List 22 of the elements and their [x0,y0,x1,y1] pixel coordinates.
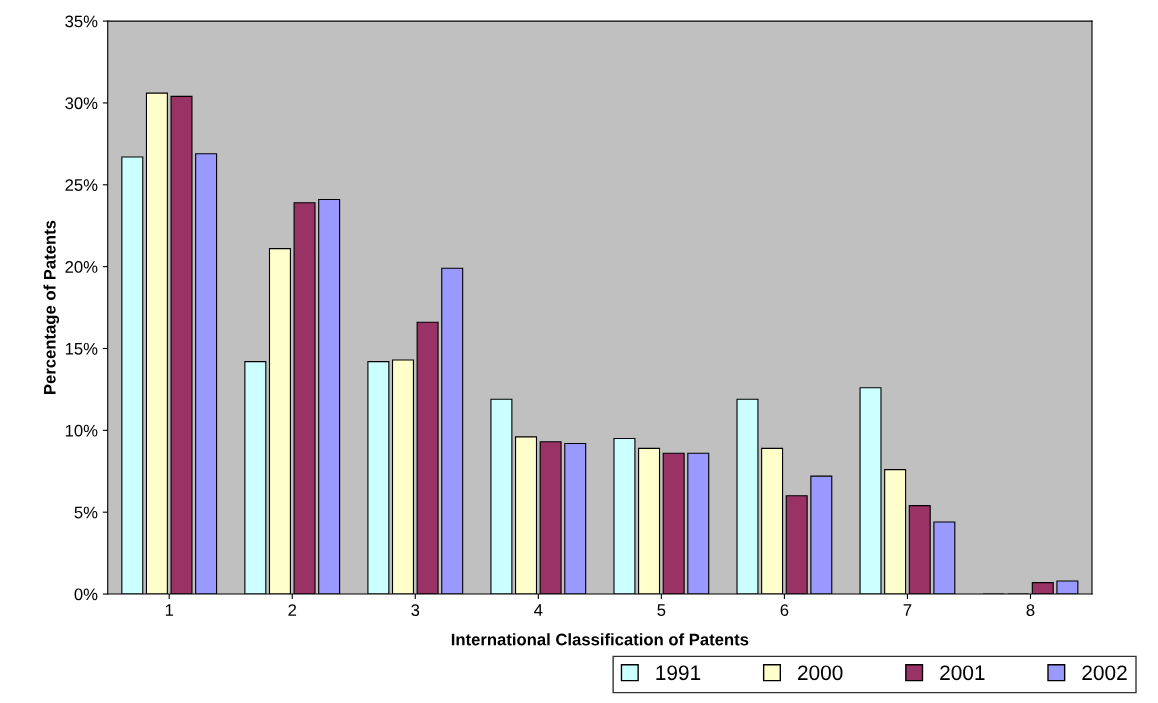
y-tick-label: 15% [65,342,98,355]
y-tick-label: 10% [65,424,98,437]
x-axis-title: International Classification of Patents [451,633,749,646]
y-axis-title: Percentage of Patents [43,220,60,394]
x-tick-label: 2 [288,604,297,616]
x-tick-label: 5 [657,604,666,616]
y-tick-label: 25% [65,179,98,191]
legend-label: 1991 [656,665,701,681]
legend-label: 2001 [940,665,985,681]
x-tick-label: 4 [534,604,543,616]
y-tick-label: 5% [74,506,98,519]
x-tick-label: 1 [165,604,174,616]
y-tick-label: 35% [65,15,98,28]
y-tick-label: 20% [65,261,98,273]
y-tick-label: 30% [65,97,98,110]
y-tick-label: 0% [74,588,98,601]
x-tick-label: 7 [903,604,912,616]
x-tick-label: 3 [411,604,420,616]
legend-label: 2002 [1082,665,1127,681]
x-tick-label: 8 [1026,604,1035,616]
legend-label: 2000 [798,665,843,681]
x-tick-label: 6 [780,604,789,616]
